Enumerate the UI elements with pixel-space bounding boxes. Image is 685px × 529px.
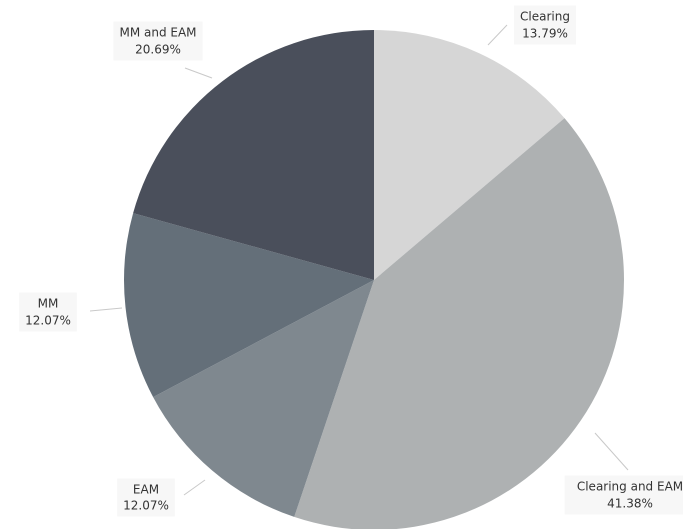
slice-label-name-clearing: Clearing <box>520 10 570 24</box>
slice-label-percent-eam: 12.07% <box>123 499 169 513</box>
slices-group <box>123 30 624 529</box>
pie-slice-clearing-and-eam[interactable] <box>294 118 624 529</box>
leader-line-clearing-and-eam <box>594 432 629 471</box>
slice-label-percent-clearing: 13.79% <box>522 27 568 41</box>
slice-label-bg-clearing <box>514 5 576 45</box>
leader-line-mm <box>89 307 123 312</box>
slice-label-mm: MM 12.07% <box>19 292 77 332</box>
slice-label-clearing-and-eam: Clearing and EAM 41.38% <box>564 475 683 515</box>
slice-label-bg-eam <box>117 478 175 517</box>
slice-label-bg-clearing-and-eam <box>564 475 683 515</box>
slice-label-mm-and-eam: MM and EAM 20.69% <box>113 21 203 61</box>
slice-label-name-eam: EAM <box>133 483 159 497</box>
pie-slice-eam[interactable] <box>153 280 374 517</box>
pie-slice-mm-and-eam[interactable] <box>133 30 374 280</box>
pie-slice-clearing[interactable] <box>374 30 565 280</box>
slice-label-percent-mm-and-eam: 20.69% <box>135 43 181 57</box>
leader-line-eam <box>183 479 206 496</box>
leader-line-clearing <box>487 24 508 46</box>
slice-label-name-clearing-and-eam: Clearing and EAM <box>577 480 683 494</box>
slice-label-bg-mm-and-eam <box>113 21 203 61</box>
labels-group: Clearing 13.79% Clearing and EAM 41.38% EAM 1… <box>19 5 683 517</box>
leader-line-mm-and-eam <box>184 67 213 79</box>
slice-label-percent-mm: 12.07% <box>25 314 71 328</box>
slice-label-name-mm: MM <box>38 297 59 311</box>
pie-slice-mm[interactable] <box>123 213 374 398</box>
slice-label-clearing: Clearing 13.79% <box>514 5 576 45</box>
slice-label-percent-clearing-and-eam: 41.38% <box>607 497 653 511</box>
slice-label-eam: EAM 12.07% <box>117 478 175 517</box>
slice-label-bg-mm <box>19 292 77 332</box>
slice-label-name-mm-and-eam: MM and EAM <box>119 26 196 40</box>
